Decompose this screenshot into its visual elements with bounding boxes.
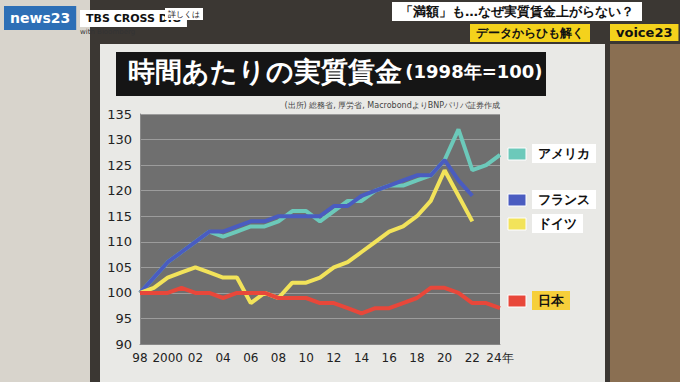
svg-text:「満額」も…なぜ実質賃金上がらない？: 「満額」も…なぜ実質賃金上がらない？ [400, 4, 634, 19]
svg-text:18: 18 [409, 351, 424, 365]
svg-text:22: 22 [465, 351, 480, 365]
svg-text:12: 12 [326, 351, 341, 365]
svg-text:20: 20 [437, 351, 452, 365]
svg-text:TBS CROSS DIG: TBS CROSS DIG [86, 12, 181, 25]
svg-text:(1998年=100): (1998年=100) [405, 61, 542, 82]
svg-text:時間あたりの実質賃金: 時間あたりの実質賃金 [128, 56, 402, 87]
svg-text:90: 90 [115, 337, 132, 352]
svg-text:24年: 24年 [486, 351, 513, 365]
svg-text:120: 120 [107, 183, 132, 198]
svg-text:10: 10 [299, 351, 314, 365]
svg-text:105: 105 [107, 260, 132, 275]
svg-text:135: 135 [107, 107, 132, 122]
svg-text:08: 08 [271, 351, 286, 365]
svg-text:14: 14 [354, 351, 369, 365]
svg-text:95: 95 [115, 311, 132, 326]
svg-text:115: 115 [107, 209, 132, 224]
svg-text:98: 98 [132, 351, 147, 365]
svg-text:110: 110 [107, 234, 132, 249]
svg-text:02: 02 [188, 351, 203, 365]
svg-text:125: 125 [107, 158, 132, 173]
svg-text:news23: news23 [10, 10, 70, 26]
svg-text:フランス: フランス [538, 192, 590, 207]
svg-text:(出所) 総務省, 厚労省, MacrobondよりBNPパ: (出所) 総務省, 厚労省, MacrobondよりBNPパリバ証券作成 [284, 101, 500, 110]
svg-text:16: 16 [382, 351, 397, 365]
svg-text:日本: 日本 [538, 293, 565, 308]
svg-text:04: 04 [215, 351, 230, 365]
svg-text:データからひも解く: データからひも解く [476, 26, 584, 40]
svg-text:06: 06 [243, 351, 258, 365]
svg-text:ドイツ: ドイツ [538, 216, 577, 231]
svg-text:with Bloomberg: with Bloomberg [80, 28, 135, 36]
svg-text:詳しくは: 詳しくは [168, 10, 200, 19]
svg-text:2000: 2000 [152, 351, 183, 365]
svg-text:voice23: voice23 [616, 25, 672, 40]
svg-text:130: 130 [107, 132, 132, 147]
svg-text:100: 100 [107, 285, 132, 300]
svg-text:アメリカ: アメリカ [538, 146, 590, 161]
